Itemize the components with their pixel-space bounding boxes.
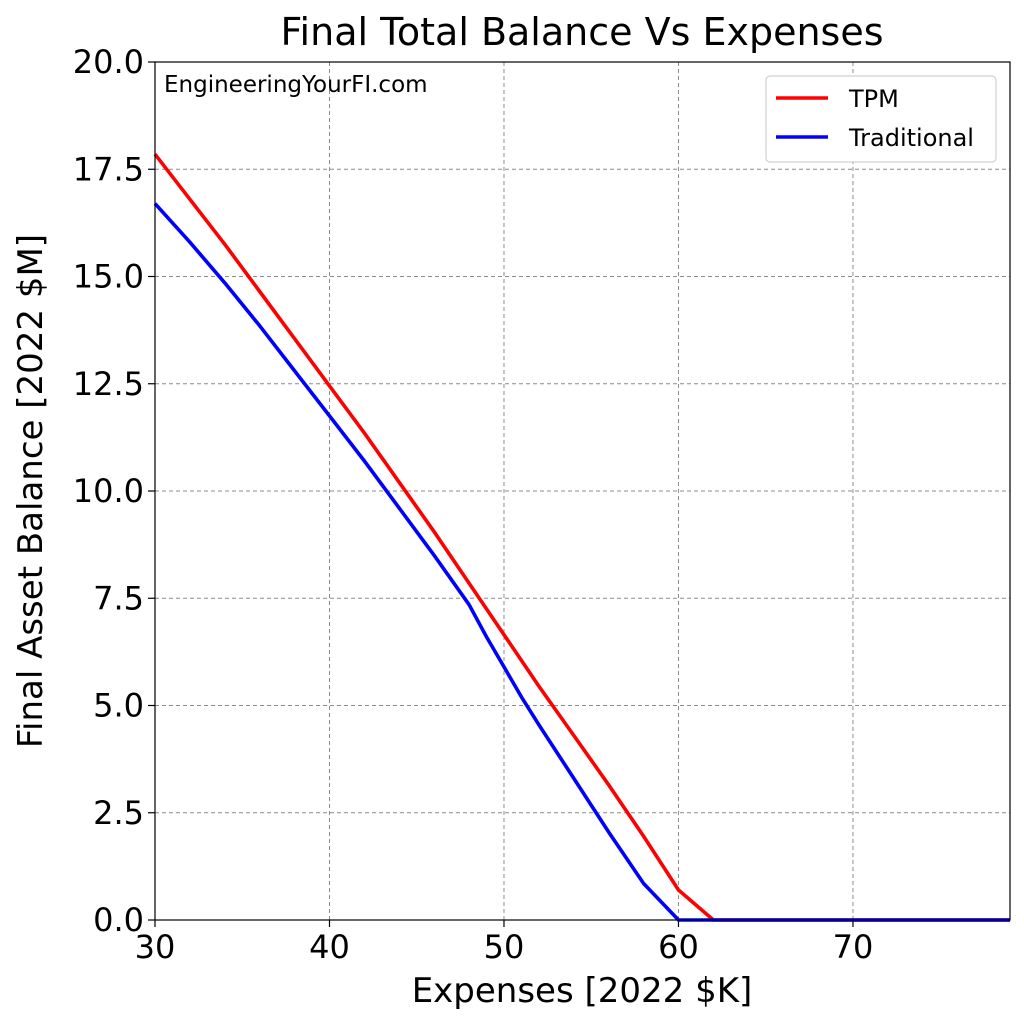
y-tick-label: 5.0 — [93, 687, 144, 725]
x-tick-label: 70 — [833, 928, 874, 966]
series-layer — [153, 153, 1010, 922]
x-tick-label: 30 — [135, 928, 176, 966]
y-tick-label: 2.5 — [93, 794, 144, 832]
legend-label-tpm: TPM — [848, 85, 899, 113]
series-line-tpm — [153, 153, 1010, 922]
y-tick-label: 10.0 — [73, 472, 144, 510]
y-tick-label: 7.5 — [93, 579, 144, 617]
x-tick-label: 60 — [658, 928, 699, 966]
y-tick-label: 0.0 — [93, 901, 144, 939]
legend-label-traditional: Traditional — [848, 124, 974, 152]
chart-title: Final Total Balance Vs Expenses — [280, 10, 883, 54]
axis-ticks: 30 40 50 60 70 0.0 2.5 5.0 7.5 10.0 12.5 15.0 17.5 20… — [73, 43, 874, 966]
x-axis-label: Expenses [2022 $K] — [412, 971, 753, 1011]
watermark-annotation: EngineeringYourFI.com — [164, 72, 428, 98]
y-axis-label: Final Asset Balance [2022 $M] — [11, 234, 51, 748]
x-tick-label: 50 — [484, 928, 525, 966]
x-tick-label: 40 — [309, 928, 350, 966]
legend: TPM Traditional — [765, 75, 997, 163]
y-tick-label: 12.5 — [73, 365, 144, 403]
y-tick-label: 17.5 — [73, 150, 144, 188]
y-tick-label: 20.0 — [73, 43, 144, 81]
y-tick-label: 15.0 — [73, 258, 144, 296]
